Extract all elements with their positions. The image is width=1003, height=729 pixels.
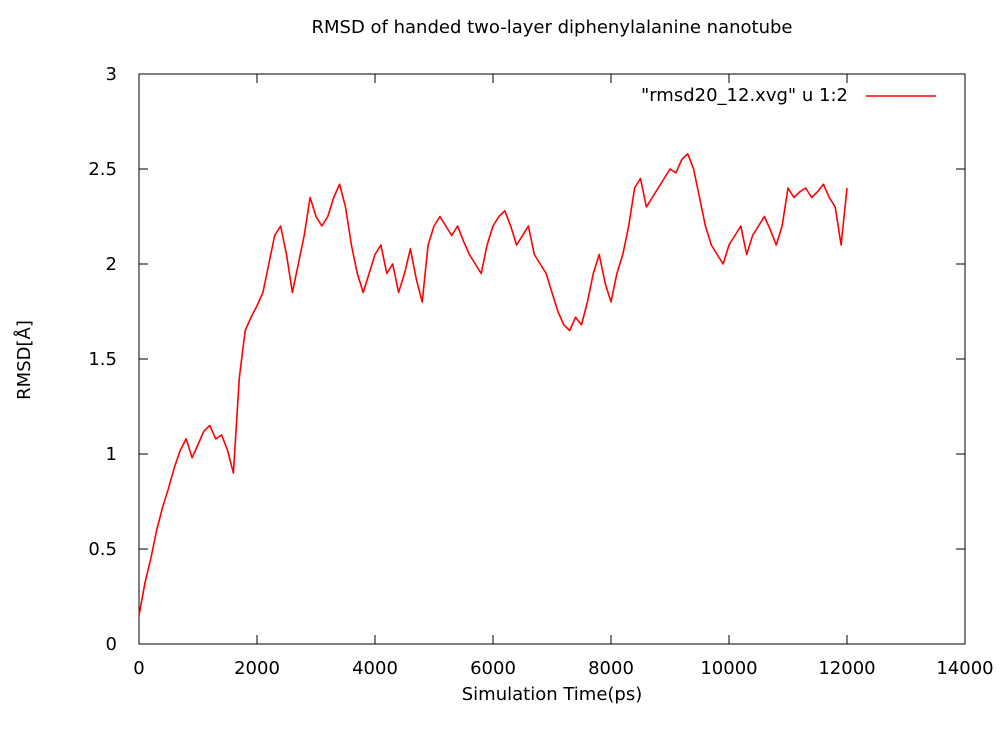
y-axis-ticks: 0 0.5 1 1.5 2 2.5 3	[88, 64, 965, 655]
y-tick-label: 1	[106, 444, 117, 465]
y-tick-label: 0.5	[88, 539, 117, 560]
y-tick-label: 1.5	[88, 349, 117, 370]
chart-title: RMSD of handed two-layer diphenylalanine…	[311, 17, 792, 38]
x-tick-label: 0	[133, 658, 144, 679]
x-tick-label: 12000	[818, 658, 875, 679]
y-axis-label: RMSD[Å]	[13, 320, 35, 400]
x-tick-label: 14000	[936, 658, 993, 679]
x-tick-label: 2000	[234, 658, 280, 679]
plot-area-border	[138, 73, 966, 645]
series-line-rmsd	[138, 153, 848, 616]
x-axis-ticks: 0 2000 4000 6000 8000 10000 12000 14000	[133, 74, 994, 679]
x-tick-label: 8000	[588, 658, 634, 679]
y-tick-label: 2.5	[88, 159, 117, 180]
x-axis-label: Simulation Time(ps)	[462, 684, 643, 705]
x-tick-label: 10000	[700, 658, 757, 679]
legend: "rmsd20_12.xvg" u 1:2	[641, 85, 936, 106]
y-tick-label: 3	[106, 64, 117, 85]
y-tick-label: 0	[106, 634, 117, 655]
legend-label: "rmsd20_12.xvg" u 1:2	[641, 85, 848, 106]
series-layer	[138, 153, 848, 616]
plot-frame	[138, 73, 966, 645]
y-tick-label: 2	[106, 254, 117, 275]
x-tick-label: 4000	[352, 658, 398, 679]
x-tick-label: 6000	[470, 658, 516, 679]
